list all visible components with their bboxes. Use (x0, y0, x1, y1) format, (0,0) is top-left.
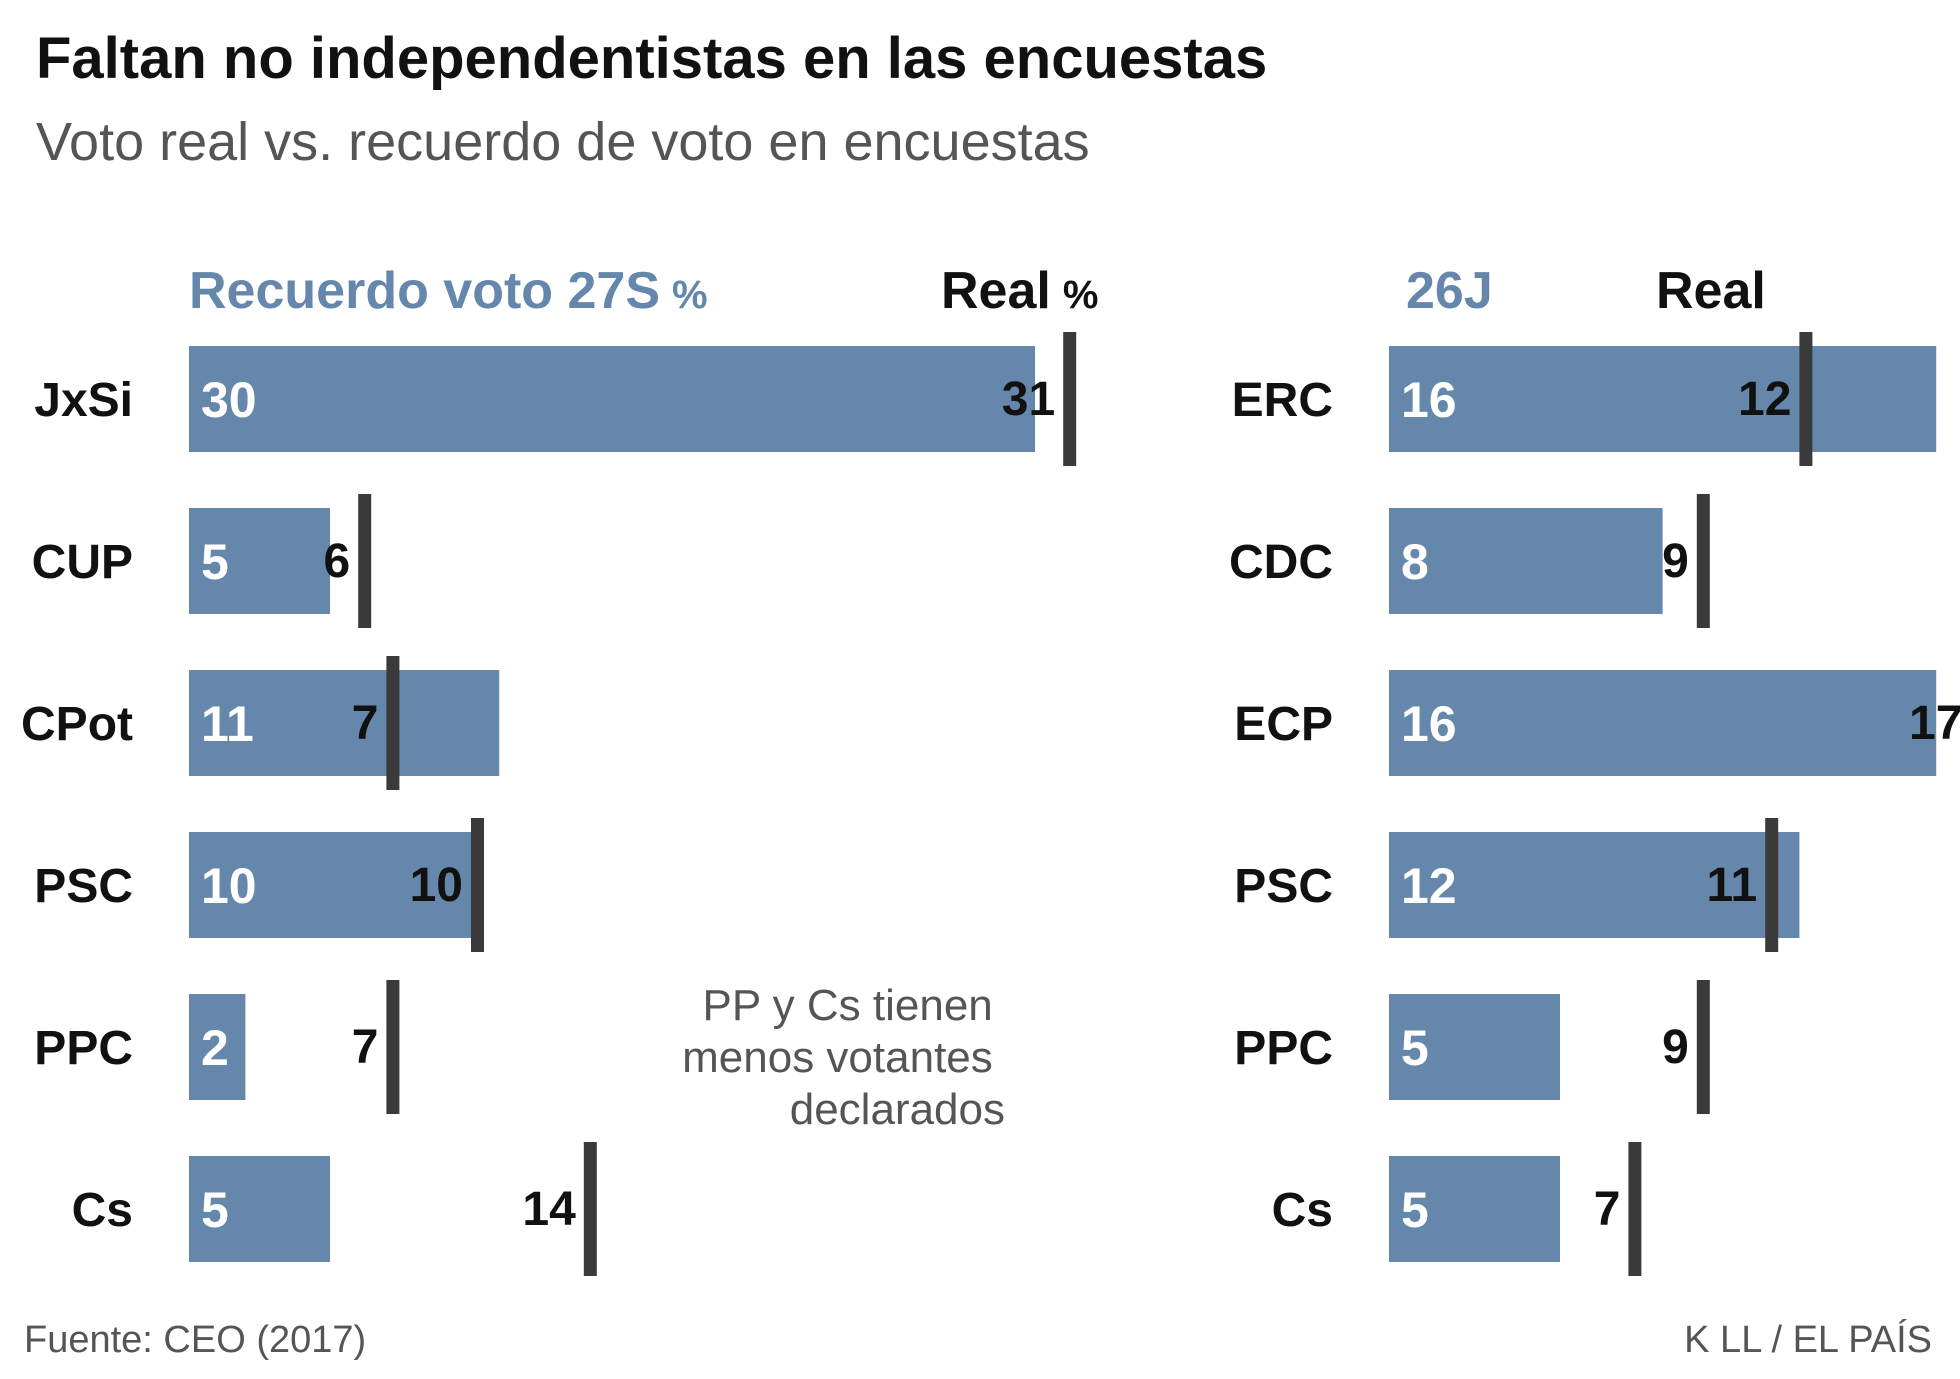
bar-value-label: 5 (201, 534, 229, 590)
real-marker (358, 494, 372, 628)
bar-value-label: 5 (1401, 1182, 1429, 1238)
category-label: Cs (72, 1184, 133, 1237)
bar (189, 670, 500, 776)
bar-value-label: 8 (1401, 534, 1429, 590)
real-marker (1696, 494, 1710, 628)
bar (1389, 1156, 1560, 1262)
bar (1389, 346, 1937, 452)
bar (189, 1156, 330, 1262)
real-value-label: 7 (352, 1021, 379, 1074)
header-recall-label: Recuerdo voto 27S (189, 262, 660, 320)
bar (189, 508, 330, 614)
category-label: ERC (1232, 374, 1333, 427)
bar (1389, 670, 1937, 776)
category-label: PPC (34, 1022, 133, 1075)
real-value-label: 6 (323, 535, 350, 588)
bar (189, 994, 246, 1100)
bar-value-label: 10 (201, 858, 257, 914)
panel-2: 26J Real ERC 16 12 CDC 8 9 ECP 16 17 PSC 12 11 PPC 5 9 Cs… (1229, 262, 1960, 1276)
source-note: Fuente: CEO (2017) (24, 1319, 366, 1361)
real-marker (1628, 1142, 1642, 1276)
real-marker (386, 656, 400, 790)
real-value-label: 31 (1002, 373, 1055, 426)
category-label: PSC (34, 860, 133, 913)
chart-subtitle: Voto real vs. recuerdo de voto en encues… (36, 112, 1090, 172)
credit-note: K LL / EL PAÍS (1684, 1318, 1932, 1361)
bar (189, 832, 471, 938)
annotation: PP y Cs tienen menos votantes declarados (682, 981, 1005, 1134)
annotation-line-3: declarados (790, 1085, 1005, 1134)
real-value-label: 9 (1662, 1021, 1689, 1074)
header-recall-unit: % (672, 273, 708, 317)
bar-value-label: 2 (201, 1020, 229, 1076)
bar-value-label: 16 (1401, 372, 1457, 428)
category-label: CUP (32, 536, 133, 589)
header-real-unit: % (1063, 273, 1099, 317)
real-marker (1063, 332, 1077, 466)
real-value-label: 10 (410, 859, 463, 912)
real-marker (583, 1142, 597, 1276)
real-marker (1799, 332, 1813, 466)
bar (189, 346, 1035, 452)
real-value-label: 17 (1909, 697, 1960, 750)
real-value-label: 14 (522, 1183, 576, 1236)
header-real-label: Real (1656, 262, 1766, 320)
annotation-line-2: menos votantes (682, 1033, 993, 1082)
real-value-label: 7 (1594, 1183, 1621, 1236)
category-label: PPC (1234, 1022, 1333, 1075)
bar (1389, 508, 1663, 614)
bar-value-label: 11 (201, 696, 254, 752)
bar (1389, 832, 1800, 938)
real-value-label: 9 (1662, 535, 1689, 588)
header-real: Real (1656, 262, 1766, 320)
bar-value-label: 12 (1401, 858, 1457, 914)
category-label: Cs (1272, 1184, 1333, 1237)
bar-value-label: 16 (1401, 696, 1457, 752)
header-recall: Recuerdo voto 27S% (189, 262, 708, 320)
category-label: ECP (1234, 698, 1333, 751)
real-marker (471, 818, 484, 952)
header-real: Real% (941, 262, 1098, 320)
bar-value-label: 30 (201, 372, 257, 428)
bar (1389, 994, 1560, 1100)
chart-title: Faltan no independentistas en las encues… (36, 26, 1267, 91)
category-label: JxSi (34, 374, 133, 427)
annotation-line-1: PP y Cs tienen (703, 981, 993, 1030)
real-marker (1765, 818, 1779, 952)
header-recall-label: 26J (1406, 262, 1493, 320)
bar-value-label: 5 (201, 1182, 229, 1238)
real-marker (1696, 980, 1710, 1114)
real-value-label: 7 (352, 697, 379, 750)
real-value-label: 12 (1738, 373, 1791, 426)
bar-value-label: 5 (1401, 1020, 1429, 1076)
header-real-label: Real (941, 262, 1051, 320)
real-value-label: 11 (1706, 859, 1757, 912)
category-label: CDC (1229, 536, 1333, 589)
real-marker (386, 980, 400, 1114)
category-label: CPot (21, 698, 133, 751)
header-recall: 26J (1406, 262, 1493, 320)
category-label: PSC (1234, 860, 1333, 913)
